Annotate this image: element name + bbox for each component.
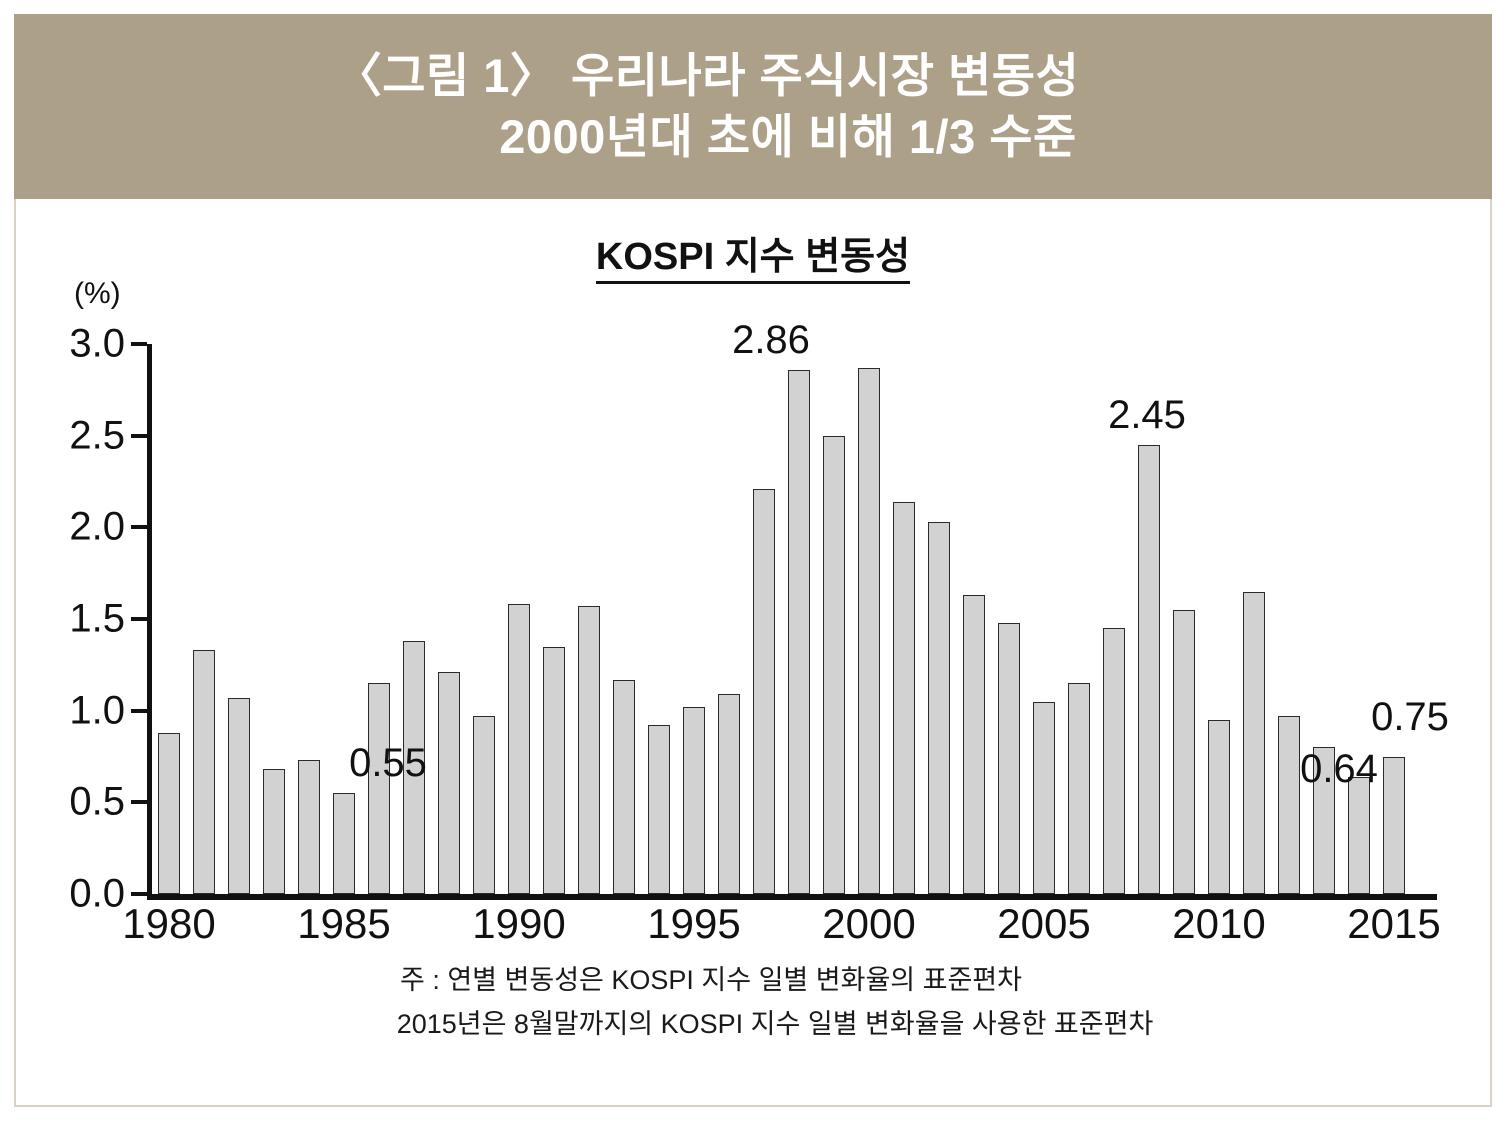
footnote-line-2: 2015년은 8월말까지의 KOSPI 지수 일별 변화율을 사용한 표준편차 xyxy=(396,1008,1154,1039)
y-axis-line xyxy=(147,344,152,895)
bar xyxy=(683,707,705,894)
bar xyxy=(893,501,915,894)
y-axis-tick xyxy=(131,617,147,621)
bar xyxy=(508,604,530,894)
bar xyxy=(1243,591,1265,894)
bar xyxy=(1383,756,1405,894)
y-axis-tick xyxy=(131,892,147,896)
x-axis-tick-label: 2005 xyxy=(997,900,1091,947)
bar xyxy=(228,697,250,894)
x-axis-tick-label: 1995 xyxy=(647,900,741,947)
bar xyxy=(1138,444,1160,894)
figure-header-banner: 〈그림 1〉 우리나라 주식시장 변동성 2000년대 초에 비해 1/3 수준 xyxy=(14,14,1492,199)
bar xyxy=(543,646,565,894)
y-axis-tick xyxy=(131,525,147,530)
bar-chart-plot-area: 0.0 0.5 1.0 1.5 2.0 2.5 3.0 1980 1985 1990 1995 20… xyxy=(69,318,1449,947)
bar xyxy=(438,672,460,894)
bar xyxy=(753,488,775,894)
data-label: 2.45 xyxy=(1108,392,1186,437)
bar xyxy=(333,793,355,894)
bar xyxy=(1173,609,1195,894)
y-axis-tick xyxy=(131,800,147,805)
bar xyxy=(158,732,180,894)
bar xyxy=(368,683,390,894)
bar xyxy=(1103,628,1125,894)
y-axis-tick-label: 0.5 xyxy=(69,779,125,824)
data-label: 0.64 xyxy=(1300,746,1378,791)
figure-footnote: 주 : 연별 변동성은 KOSPI 지수 일별 변화율의 표준편차 2015년은… xyxy=(16,959,1490,1046)
figure-header-line-1: 〈그림 1〉 우리나라 주식시장 변동성 xyxy=(334,49,1080,103)
x-axis-line xyxy=(147,894,1437,900)
y-axis-tick-label: 2.5 xyxy=(69,413,125,458)
bar xyxy=(403,641,425,894)
bar xyxy=(613,679,635,894)
bar xyxy=(1348,776,1370,894)
bar xyxy=(718,694,740,894)
x-axis-tick-label: 2000 xyxy=(822,900,916,947)
footnote-line-1: 주 : 연별 변동성은 KOSPI 지수 일별 변화율의 표준편차 xyxy=(399,965,1022,995)
y-axis-tick-label: 1.0 xyxy=(69,688,125,733)
chart-title: KOSPI 지수 변동성 xyxy=(16,225,1490,284)
x-axis-tick-label: 1980 xyxy=(122,900,216,947)
bar xyxy=(298,760,320,894)
bar xyxy=(963,595,985,894)
y-axis-tick-label: 1.5 xyxy=(69,596,125,641)
bar xyxy=(1278,716,1300,894)
x-axis-tick-label: 2010 xyxy=(1172,900,1266,947)
bar xyxy=(578,606,600,894)
x-axis-tick-label: 2015 xyxy=(1347,900,1441,947)
x-axis-tick-label: 1985 xyxy=(297,900,391,947)
y-axis-tick-label: 2.0 xyxy=(69,504,125,549)
bar xyxy=(1033,701,1055,894)
bar xyxy=(193,650,215,894)
y-axis-unit-label: (%) xyxy=(74,277,121,310)
data-label: 0.55 xyxy=(349,741,427,786)
y-axis-tick xyxy=(131,342,147,346)
bar xyxy=(1208,719,1230,894)
y-axis-tick xyxy=(131,708,147,713)
y-axis-tick-label: 3.0 xyxy=(69,321,125,366)
bar xyxy=(648,725,670,894)
bar xyxy=(928,521,950,894)
bar xyxy=(858,367,880,894)
data-label: 0.75 xyxy=(1371,694,1449,739)
data-label: 2.86 xyxy=(732,317,810,362)
bar xyxy=(1313,747,1335,894)
bar xyxy=(823,435,845,894)
bar xyxy=(473,716,495,894)
bar xyxy=(263,769,285,894)
chart-title-text: KOSPI 지수 변동성 xyxy=(595,236,911,284)
bar xyxy=(788,369,810,894)
y-axis-tick xyxy=(131,433,147,438)
y-axis-tick-label: 0.0 xyxy=(69,871,125,916)
x-axis-tick-label: 1990 xyxy=(472,900,566,947)
bar xyxy=(1068,683,1090,894)
bar xyxy=(998,622,1020,894)
figure-body: KOSPI 지수 변동성 (%) 0.0 0.5 1.0 1.5 2.0 2.5 3.0 1… xyxy=(14,199,1492,1107)
figure-header-line-2: 2000년대 초에 비해 1/3 수준 xyxy=(499,109,1077,163)
